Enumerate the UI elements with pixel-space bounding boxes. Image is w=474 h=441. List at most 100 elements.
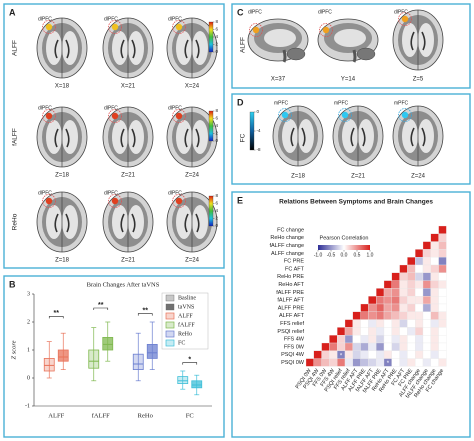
- significance-label: **: [98, 302, 104, 309]
- significance-bracket: [93, 307, 109, 310]
- region-label: dlPFC: [394, 9, 408, 15]
- heatmap-cell: [376, 296, 385, 305]
- heatmap-cell: [399, 350, 408, 359]
- heatmap-cell: [344, 327, 353, 336]
- heatmap-cell: [407, 350, 416, 359]
- heatmap-cell: [321, 350, 330, 359]
- heatmap-cell: [399, 311, 408, 320]
- row-label: PSQI relief: [277, 329, 304, 335]
- row-label: ALFF change: [271, 251, 304, 257]
- heatmap-cell: [430, 233, 439, 242]
- heatmap-cell: [337, 335, 346, 344]
- heatmap-cell: [321, 342, 330, 351]
- heatmap-cell: [399, 272, 408, 281]
- row-label: FFS 4W: [284, 337, 305, 343]
- heatmap-cell: [399, 303, 408, 312]
- heatmap-cell: [438, 257, 447, 266]
- heatmap-cell: [360, 311, 369, 320]
- colorbar-tick-label: 6: [216, 201, 219, 206]
- heatmap-cell: [430, 241, 439, 250]
- heatmap-cell: [430, 358, 439, 367]
- x-tick-label: ALFF: [48, 412, 64, 419]
- brain-white-matter: [282, 119, 298, 153]
- brain-ventricle: [54, 39, 70, 59]
- brain-ventricle: [410, 31, 426, 51]
- heatmap-cell: [422, 303, 431, 312]
- heatmap-cell: [430, 249, 439, 258]
- heatmap-cell: [399, 288, 408, 297]
- roi-ring: [319, 23, 333, 37]
- region-label: dlPFC: [38, 16, 52, 22]
- roi-ring: [172, 109, 186, 123]
- brain-stem: [282, 49, 287, 63]
- legend-swatch: [165, 312, 175, 320]
- colorbar-tick-label: 4: [216, 208, 219, 213]
- row-label: fALFF AFT: [277, 298, 304, 304]
- heatmap-cell: [329, 342, 338, 351]
- colorbar: [208, 195, 214, 227]
- brain-white-matter: [128, 31, 144, 65]
- colorbar: [318, 245, 370, 250]
- row-label: FC change: [277, 227, 304, 233]
- significance-label: **: [54, 310, 60, 317]
- row-label: ReHo: [12, 213, 19, 230]
- colorbar-tick-label: -1.0: [314, 252, 323, 258]
- heatmap-cell: [337, 327, 346, 336]
- roi-ring: [398, 12, 412, 26]
- legend-label: taVNS: [178, 304, 194, 310]
- brain-white-matter: [418, 23, 434, 57]
- brain-ventricle: [184, 213, 200, 233]
- region-label: dlPFC: [38, 190, 52, 196]
- box: [132, 353, 144, 371]
- brain-white-matter: [62, 205, 78, 239]
- legend-swatch: [165, 330, 175, 338]
- heatmap-cell: [376, 350, 385, 359]
- heatmap-cell: [422, 327, 431, 336]
- heatmap-cell: [329, 358, 338, 367]
- legend-swatch: [165, 321, 175, 329]
- region-label: dlPFC: [168, 190, 182, 196]
- heatmap-cell: [415, 280, 424, 289]
- row-label: PSQI 4W: [281, 352, 305, 358]
- heatmap-cell: [399, 319, 408, 328]
- activation-blob: [175, 112, 183, 120]
- brain-ventricle: [290, 127, 306, 147]
- heatmap-cell: [344, 335, 353, 344]
- brain-white-matter: [46, 31, 62, 65]
- heatmap-cell: [383, 350, 392, 359]
- heatmap-cell: [391, 311, 400, 320]
- colorbar-tick-label: -0.5: [327, 252, 336, 258]
- region-label: mPFC: [274, 100, 289, 106]
- heatmap-cell: [391, 288, 400, 297]
- slice-label: Z=5: [413, 77, 424, 83]
- activation-blob: [281, 111, 289, 119]
- legend-label: Basline: [178, 295, 196, 301]
- significance-label: *: [188, 356, 191, 363]
- heatmap-cell: [407, 311, 416, 320]
- heatmap-cell: [430, 335, 439, 344]
- significance-bracket: [48, 316, 64, 319]
- heatmap-cell: [407, 264, 416, 273]
- brain-white-matter: [342, 119, 358, 153]
- brain-white-matter: [176, 120, 192, 154]
- brain-white-matter: [418, 119, 434, 153]
- heatmap-cell: [352, 358, 361, 367]
- brain-ventricle: [120, 128, 136, 148]
- slice-label: Z=21: [121, 258, 136, 264]
- box: [57, 349, 69, 362]
- heatmap-cell: [368, 342, 377, 351]
- colorbar-tick-label: 2: [216, 131, 219, 136]
- activation-blob: [45, 23, 53, 31]
- heatmap-cell: [344, 342, 353, 351]
- colorbar-tick-label: 1.0: [367, 252, 374, 258]
- activation-blob: [175, 23, 183, 31]
- heatmap-cell: [415, 358, 424, 367]
- colorbar-tick-label: 4: [216, 34, 219, 39]
- panel-label: D: [237, 97, 244, 107]
- heatmap-cell: [415, 303, 424, 312]
- box: [88, 349, 100, 369]
- row-label: ReHo change: [270, 235, 304, 241]
- colorbar-tick-label: 4: [216, 123, 219, 128]
- row-label: ALFF: [12, 40, 19, 56]
